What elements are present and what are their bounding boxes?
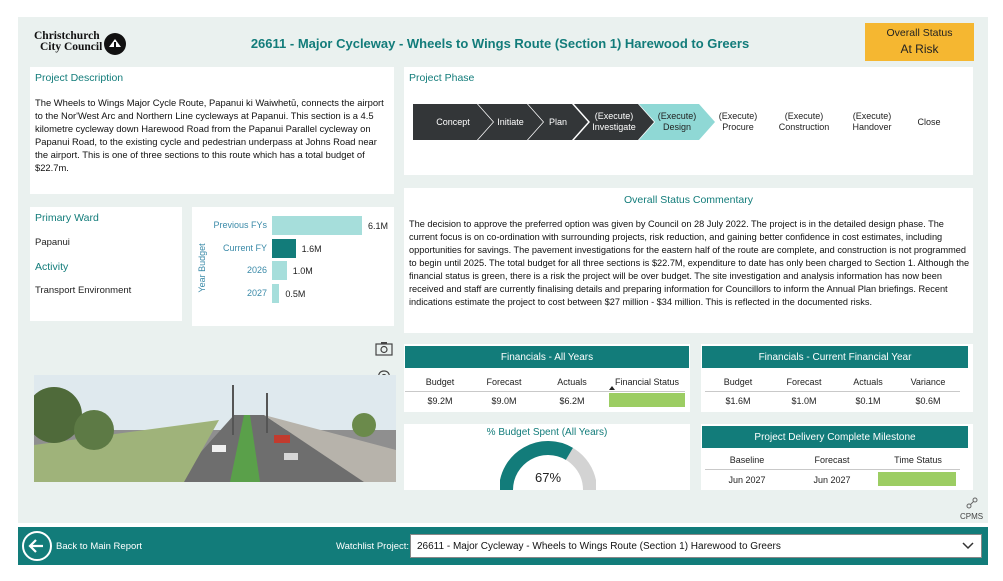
milestone-header-forecast: Forecast xyxy=(814,455,850,465)
chart-bar[interactable] xyxy=(272,261,287,280)
time-status-indicator xyxy=(878,472,956,486)
phase-design-current: (Execute) Design xyxy=(639,104,715,140)
page-title: 26611 - Major Cycleway - Wheels to Wings… xyxy=(250,36,750,51)
phase-label: Concept xyxy=(436,116,470,127)
milestone-forecast: Jun 2027 xyxy=(813,475,851,485)
commentary-text: The decision to approve the preferred op… xyxy=(409,219,970,307)
arrow-left-icon xyxy=(28,539,43,553)
financials-all-title: Financials - All Years xyxy=(405,346,689,368)
fin-all-budget: $9.2M xyxy=(427,396,453,406)
fin-all-actuals: $6.2M xyxy=(559,396,585,406)
ward-panel: Primary Ward Papanui Activity Transport … xyxy=(30,207,182,321)
cpms-icon[interactable] xyxy=(966,496,978,509)
phase-label: Plan xyxy=(548,116,567,127)
watchlist-selected-value: 26611 - Major Cycleway - Wheels to Wings… xyxy=(417,541,781,552)
phase-title: Project Phase xyxy=(409,72,475,84)
watchlist-label: Watchlist Project: xyxy=(336,541,410,552)
fin-all-header-forecast: Forecast xyxy=(486,377,522,387)
phase-label: Close xyxy=(917,116,941,127)
sort-indicator-icon xyxy=(609,386,615,390)
phase-label: (Execute) Design xyxy=(657,111,697,132)
gauge-title: % Budget Spent (All Years) xyxy=(486,427,608,438)
description-text: The Wheels to Wings Major Cycle Route, P… xyxy=(35,97,384,173)
phase-label: (Execute) Construction xyxy=(778,111,830,132)
financial-status-indicator xyxy=(609,393,685,407)
fin-cur-header-forecast: Forecast xyxy=(786,377,822,387)
milestone-baseline: Jun 2027 xyxy=(728,475,766,485)
fin-all-forecast: $9.0M xyxy=(491,396,517,406)
fin-cur-header-budget: Budget xyxy=(723,377,753,387)
chart-category-label: Current FY xyxy=(222,242,267,253)
status-commentary-panel: Overall Status Commentary The decision t… xyxy=(404,188,973,333)
milestone-title: Project Delivery Complete Milestone xyxy=(702,426,968,448)
divider xyxy=(705,391,960,392)
camera-icon[interactable] xyxy=(374,340,394,358)
activity-label: Activity xyxy=(35,261,69,273)
activity-value: Transport Environment xyxy=(35,285,132,296)
divider xyxy=(405,391,685,392)
chart-bar[interactable] xyxy=(272,283,280,303)
footer-bar: Back to Main Report Watchlist Project: 2… xyxy=(18,527,988,565)
fin-all-header-budget: Budget xyxy=(425,377,455,387)
commentary-title: Overall Status Commentary xyxy=(624,194,753,206)
year-budget-chart: Year Budget Previous FYs 6.1M Current FY 1.… xyxy=(192,207,394,326)
milestone-header-baseline: Baseline xyxy=(729,455,765,465)
financials-current-title: Financials - Current Financial Year xyxy=(702,346,968,368)
chart-value-label: 6.1M xyxy=(368,221,389,231)
fin-cur-header-actuals: Actuals xyxy=(853,377,883,387)
phase-label: Initiate xyxy=(497,116,524,127)
cpms-label: CPMS xyxy=(960,512,984,521)
fin-cur-forecast: $1.0M xyxy=(791,396,817,406)
status-value: At Risk xyxy=(900,42,939,56)
fin-cur-variance: $0.6M xyxy=(915,396,941,406)
phase-label: (Execute) Investigate xyxy=(592,111,636,132)
ward-label: Primary Ward xyxy=(35,212,99,224)
gauge-value: 67% xyxy=(534,470,562,485)
phase-concept: Concept xyxy=(413,104,493,140)
chart-category-label: Previous FYs xyxy=(213,220,267,230)
chart-value-label: 0.5M xyxy=(285,288,306,299)
logo-line2: City Council xyxy=(40,41,103,53)
milestone-header-time-status: Time Status xyxy=(894,455,942,465)
fin-cur-actuals: $0.1M xyxy=(855,396,881,406)
description-title: Project Description xyxy=(35,72,124,84)
logo-emblem-icon xyxy=(104,33,126,55)
chart-bar[interactable] xyxy=(272,238,296,258)
chart-bar[interactable] xyxy=(272,216,362,235)
phase-label: (Execute) Procure xyxy=(718,111,758,132)
fin-all-header-actuals: Actuals xyxy=(557,377,587,387)
chart-category-label: 2027 xyxy=(246,287,267,298)
chevron-down-icon xyxy=(961,538,975,555)
project-description-panel: Project Description The Wheels to Wings … xyxy=(30,67,394,194)
phase-close: Close xyxy=(904,104,954,140)
phase-handover: (Execute) Handover xyxy=(840,104,904,140)
phase-procure: (Execute) Procure xyxy=(706,104,770,140)
ward-value: Papanui xyxy=(35,237,70,248)
cycleway-render-image xyxy=(34,375,396,482)
fin-cur-header-variance: Variance xyxy=(910,377,946,387)
divider xyxy=(705,469,960,470)
watchlist-project-select[interactable]: 26611 - Major Cycleway - Wheels to Wings… xyxy=(410,534,982,558)
overall-status-badge: Overall Status At Risk xyxy=(865,23,974,61)
phase-construction: (Execute) Construction xyxy=(771,104,837,140)
fin-cur-budget: $1.6M xyxy=(725,396,751,406)
status-label: Overall Status xyxy=(886,27,953,39)
back-button[interactable] xyxy=(22,531,52,561)
logo-line1: Christchurch xyxy=(34,30,100,42)
chart-category-label: 2026 xyxy=(246,265,267,275)
chart-value-label: 1.6M xyxy=(301,243,322,254)
fin-all-header-status: Financial Status xyxy=(614,377,680,387)
phase-label: (Execute) Handover xyxy=(852,111,892,132)
council-logo: Christchurch City Council xyxy=(34,30,126,57)
back-to-main-report-link[interactable]: Back to Main Report xyxy=(56,541,143,552)
budget-gauge xyxy=(500,441,596,491)
budget-spent-panel: % Budget Spent (All Years) 67% xyxy=(404,424,690,491)
chart-value-label: 1.0M xyxy=(292,266,313,276)
